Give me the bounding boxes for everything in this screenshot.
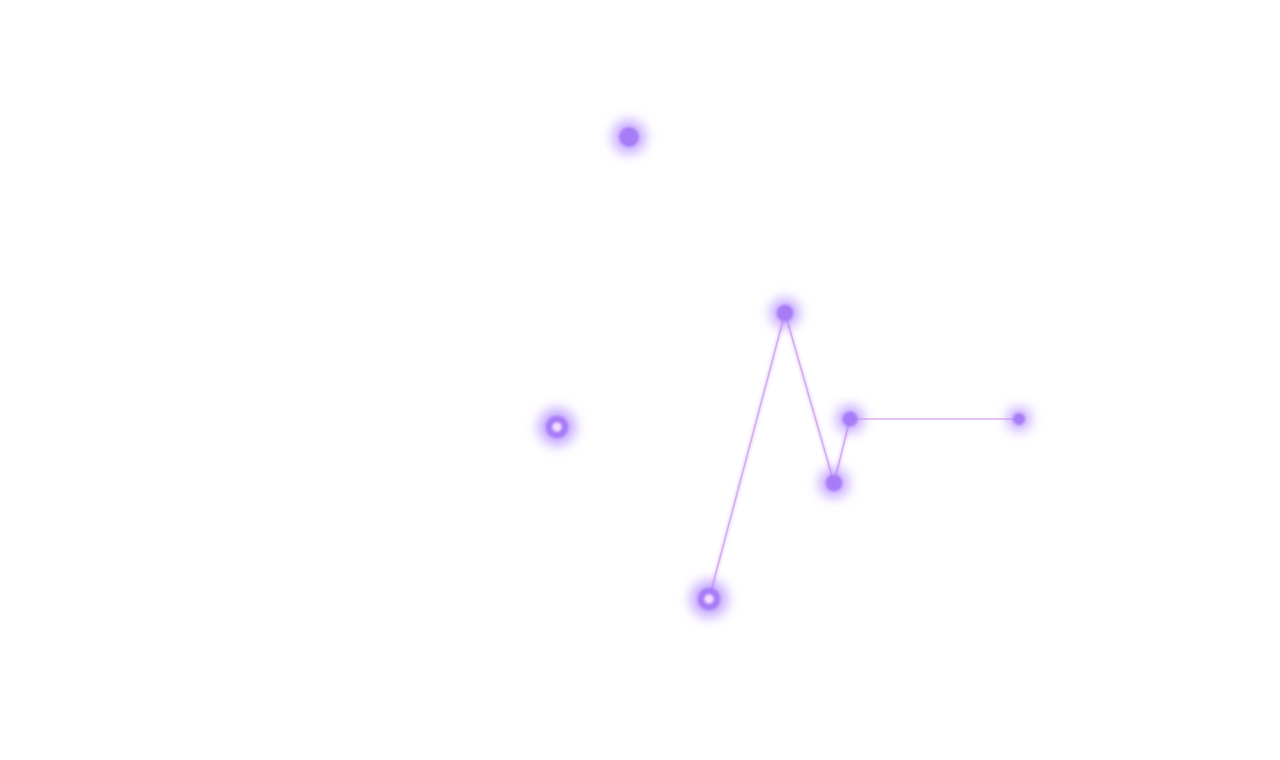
edges-layer — [707, 312, 1020, 600]
edge-star-c-star-e — [784, 312, 835, 484]
node-highlight — [704, 594, 714, 604]
node-star-d[interactable] — [836, 405, 864, 433]
node-core — [776, 304, 794, 322]
node-core — [619, 127, 639, 147]
node-star-g[interactable] — [690, 580, 728, 618]
node-highlight — [552, 422, 562, 432]
edge-star-g-star-c — [708, 312, 786, 600]
nodes-layer — [538, 120, 1031, 618]
node-star-c[interactable] — [770, 298, 800, 328]
node-core — [842, 411, 858, 427]
node-star-e[interactable] — [819, 468, 849, 498]
node-star-a[interactable] — [612, 120, 646, 154]
node-core — [1013, 413, 1025, 425]
node-star-b[interactable] — [538, 408, 576, 446]
node-core — [825, 474, 843, 492]
node-star-f[interactable] — [1007, 407, 1031, 431]
